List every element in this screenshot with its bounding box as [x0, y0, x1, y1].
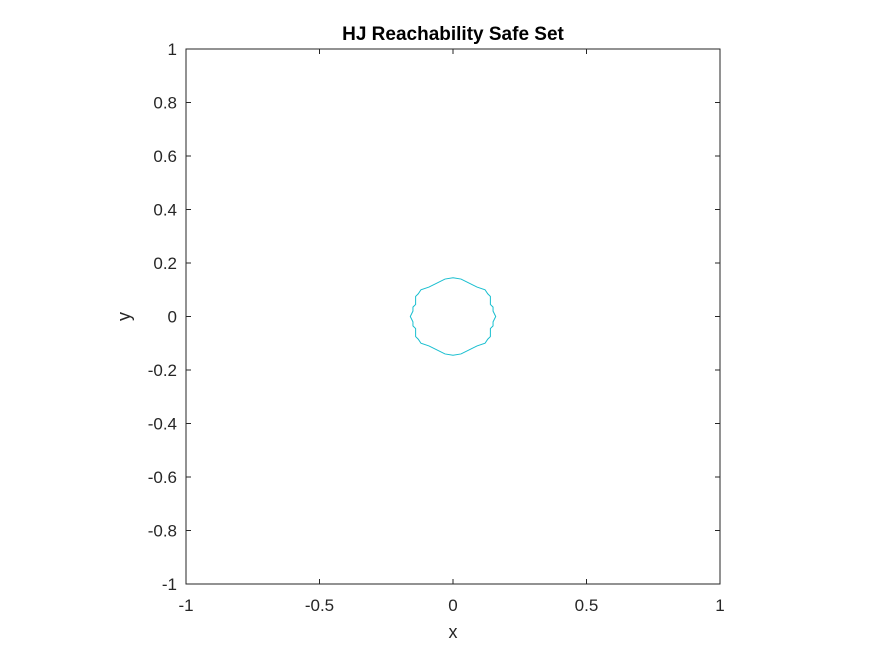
y-tick-label: 0: [168, 308, 177, 327]
x-tick-label: 0.5: [575, 596, 599, 615]
safe-set-contour: [409, 277, 497, 356]
y-tick-label: -0.2: [148, 361, 177, 380]
x-tick-label: 1: [715, 596, 724, 615]
y-tick-label: 0.8: [153, 94, 177, 113]
x-tick-label: -1: [178, 596, 193, 615]
plot-area: [185, 48, 721, 585]
y-tick-label: -0.8: [148, 522, 177, 541]
series-layer: [409, 277, 497, 356]
x-axis-label: x: [449, 622, 458, 642]
x-tick-label: 0: [448, 596, 457, 615]
y-tick-label: -0.4: [148, 415, 177, 434]
y-tick-label: 0.2: [153, 254, 177, 273]
y-tick-label: 0.6: [153, 147, 177, 166]
y-tick-label: -1: [162, 575, 177, 594]
y-tick-label: -0.6: [148, 468, 177, 487]
y-tick-label: 1: [168, 40, 177, 59]
chart-title: HJ Reachability Safe Set: [342, 24, 564, 45]
y-axis-label: y: [114, 312, 134, 321]
x-axis: -1 -0.5 0 0.5 1: [178, 49, 725, 615]
x-tick-label: -0.5: [305, 596, 334, 615]
axes-box: [185, 48, 721, 585]
y-tick-label: 0.4: [153, 201, 177, 220]
y-axis: -1 -0.8 -0.6 -0.4 -0.2 0 0.2 0.4 0.6 0.8 1: [148, 40, 720, 594]
